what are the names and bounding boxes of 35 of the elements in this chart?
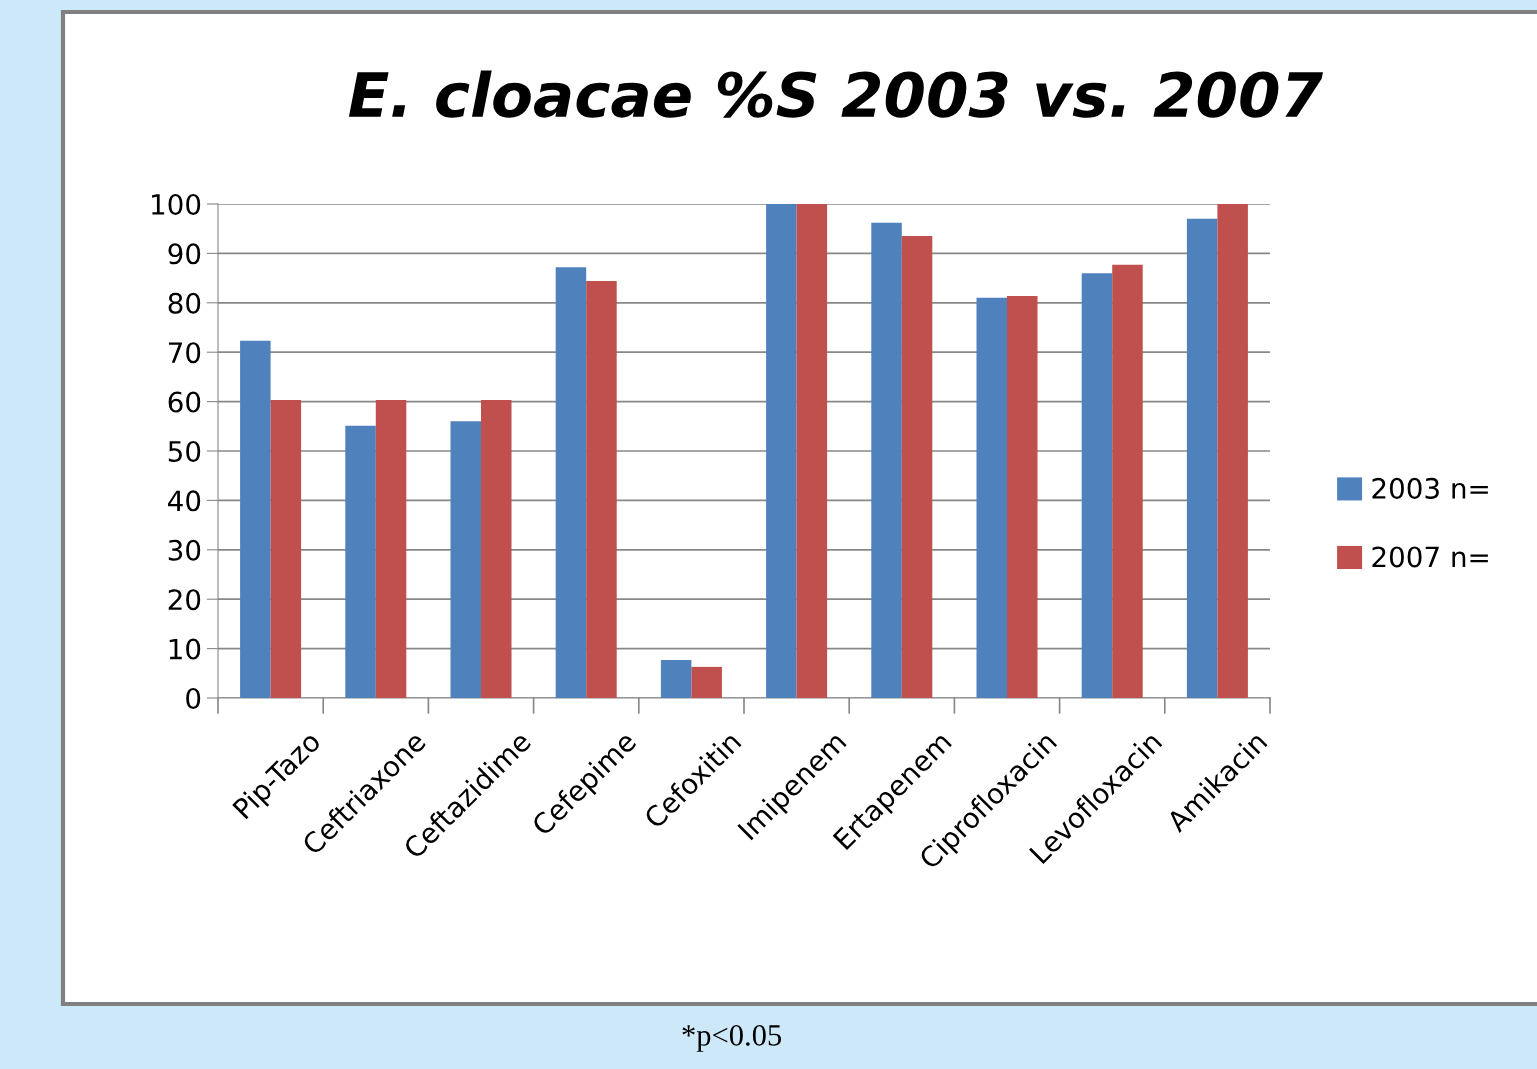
y-tick-label: 60 (168, 391, 201, 413)
bar (345, 425, 376, 698)
bar (586, 281, 617, 698)
y-tick-label: 10 (169, 638, 201, 660)
y-tick-label: 100 (152, 193, 201, 215)
bar (375, 400, 407, 698)
y-tick-label: 70 (168, 342, 201, 364)
bar (976, 297, 1007, 698)
bar (270, 400, 302, 698)
bar (1007, 295, 1038, 698)
text: *p<0.05 (682, 1025, 782, 1052)
bar (240, 340, 271, 698)
bar (796, 204, 828, 698)
bar (1112, 264, 1143, 698)
bar (691, 666, 722, 698)
bar (481, 400, 512, 698)
bar (660, 659, 692, 698)
bar (766, 204, 797, 698)
bar (555, 267, 587, 698)
bar (871, 222, 902, 698)
bar (1081, 273, 1113, 698)
y-tick-label: 40 (168, 490, 201, 512)
bar (901, 236, 933, 698)
legend-label: 2007 n= (1372, 546, 1488, 568)
legend-label: 2003 n= (1372, 477, 1488, 499)
y-tick-label: 90 (168, 243, 201, 265)
chart-title: E. cloacae %S 2003 vs. 2007 (348, 70, 1323, 118)
y-tick-label: 80 (168, 292, 201, 314)
y-tick-label: 50 (168, 440, 201, 462)
y-tick-label: 0 (186, 687, 201, 709)
y-tick-label: 20 (168, 589, 201, 611)
bar (450, 421, 481, 698)
y-tick-label: 30 (168, 539, 201, 561)
bar (1217, 204, 1248, 698)
bar (1186, 218, 1218, 698)
